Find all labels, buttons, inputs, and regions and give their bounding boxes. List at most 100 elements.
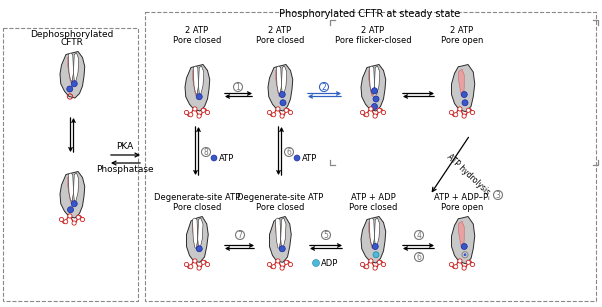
Text: 2 ATP
Pore flicker-closed: 2 ATP Pore flicker-closed [335,26,411,45]
Text: Phosphorylated CFTR at steady state: Phosphorylated CFTR at steady state [279,9,461,19]
Bar [3,28,138,301]
Circle shape [365,265,369,269]
Polygon shape [452,64,475,112]
Polygon shape [67,175,73,204]
Text: Degenerate-site ATP
Pore closed: Degenerate-site ATP Pore closed [154,193,240,212]
Polygon shape [452,216,475,264]
Text: ATP + ADP
Pore closed: ATP + ADP Pore closed [349,193,397,212]
Polygon shape [368,220,374,249]
Polygon shape [458,69,464,97]
Circle shape [196,94,202,100]
Circle shape [280,114,284,118]
Circle shape [67,86,73,92]
Text: 3: 3 [495,191,500,200]
Circle shape [415,252,423,262]
Polygon shape [197,218,203,249]
Text: ATP + ADP–Pᵢ
Pore open: ATP + ADP–Pᵢ Pore open [434,193,490,212]
Text: 2 ATP
Pore closed: 2 ATP Pore closed [173,26,221,45]
Circle shape [453,265,458,269]
Circle shape [276,107,280,111]
Circle shape [466,260,470,264]
Circle shape [377,108,382,112]
Circle shape [279,91,285,98]
Circle shape [197,114,201,118]
Text: Degenerate-site ATP
Pore closed: Degenerate-site ATP Pore closed [237,193,323,212]
Polygon shape [73,173,79,201]
Circle shape [202,147,211,157]
Circle shape [371,88,377,94]
Circle shape [494,191,503,200]
Polygon shape [187,216,208,262]
Text: 6: 6 [287,148,291,157]
Circle shape [450,111,453,115]
Polygon shape [199,66,203,95]
Circle shape [377,260,382,264]
Text: 4: 4 [417,231,421,240]
Text: 2: 2 [321,83,326,92]
Polygon shape [68,173,73,201]
Circle shape [373,114,377,118]
Text: PKA: PKA [116,142,134,151]
Text: 8: 8 [203,148,208,157]
Circle shape [320,83,329,91]
Circle shape [382,111,386,115]
Circle shape [450,262,453,266]
Circle shape [372,243,378,250]
Circle shape [288,262,293,266]
Polygon shape [276,66,282,95]
Circle shape [71,201,77,207]
Circle shape [458,107,462,111]
Text: ATP: ATP [219,154,234,162]
Circle shape [288,111,293,115]
Polygon shape [60,172,85,218]
Circle shape [205,111,209,115]
Circle shape [276,259,280,263]
Circle shape [188,113,193,117]
Polygon shape [369,66,374,95]
Text: 2 ATP
Pore open: 2 ATP Pore open [441,26,483,45]
Circle shape [312,259,320,266]
Polygon shape [361,216,386,263]
Circle shape [188,265,193,269]
Circle shape [235,231,244,239]
Circle shape [280,100,286,106]
Polygon shape [374,218,380,247]
Polygon shape [268,64,293,111]
Circle shape [461,243,467,250]
Circle shape [361,111,365,115]
Circle shape [201,260,205,264]
Circle shape [371,103,377,110]
Circle shape [197,266,201,270]
Circle shape [453,113,458,117]
Circle shape [205,262,209,266]
Polygon shape [361,64,386,111]
Polygon shape [193,218,197,249]
Polygon shape [281,218,286,249]
Circle shape [470,262,474,266]
Circle shape [201,108,205,112]
Circle shape [196,246,202,252]
Circle shape [76,215,81,220]
Text: 5: 5 [323,231,329,240]
Circle shape [284,108,288,112]
Text: 6: 6 [417,253,421,262]
Circle shape [373,252,379,258]
Text: ATP hydrolysis: ATP hydrolysis [445,153,491,197]
Circle shape [294,155,300,161]
Circle shape [464,253,467,256]
Circle shape [60,217,64,222]
Polygon shape [369,218,374,247]
Circle shape [272,265,276,269]
Polygon shape [282,66,287,95]
Circle shape [64,220,68,224]
Polygon shape [67,55,73,84]
Polygon shape [193,220,197,249]
Polygon shape [276,68,281,97]
Circle shape [81,217,85,222]
Circle shape [361,262,365,266]
Polygon shape [68,53,73,81]
Text: ADP: ADP [321,258,338,267]
Polygon shape [458,221,464,249]
Text: 2 ATP
Pore closed: 2 ATP Pore closed [256,26,304,45]
Circle shape [462,114,466,118]
